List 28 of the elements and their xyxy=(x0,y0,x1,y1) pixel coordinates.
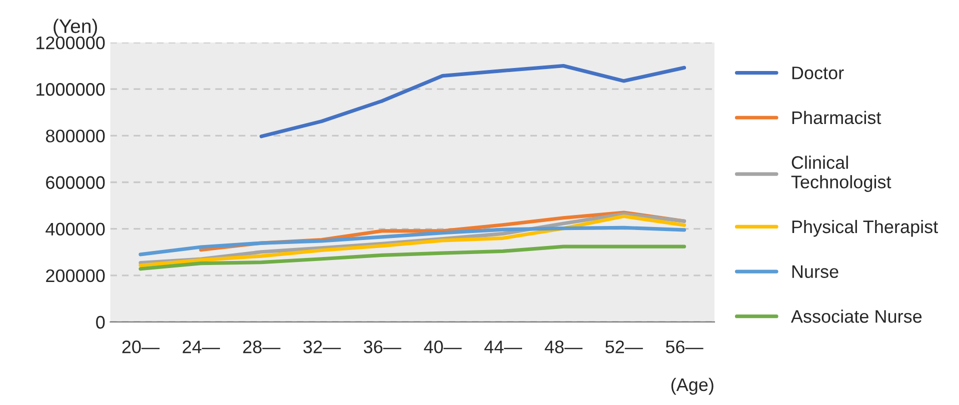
x-tick-label: 52— xyxy=(605,340,643,354)
line-series xyxy=(138,244,686,271)
y-axis-title: (Yen) xyxy=(54,18,97,37)
x-tick-label: 56— xyxy=(666,340,704,354)
x-tick-label: 32— xyxy=(303,340,341,354)
x-tick-label: 40— xyxy=(424,340,462,354)
x-tick-label: 28— xyxy=(243,340,280,354)
legend-label: Clinical Technologist xyxy=(791,156,892,192)
line-series xyxy=(138,226,686,256)
y-tick-label: 1000000 xyxy=(36,83,105,96)
y-tick-label: 600000 xyxy=(46,176,105,189)
line-series xyxy=(260,64,686,138)
legend-label: Associate Nurse xyxy=(790,310,922,323)
y-tick-label: 1200000 xyxy=(36,36,105,50)
legend-label: Pharmacist xyxy=(792,110,882,124)
x-tick-label: 24— xyxy=(182,340,220,354)
y-tick-label: 800000 xyxy=(46,130,105,142)
x-tick-label: 48— xyxy=(544,340,582,354)
legend-label: Doctor xyxy=(792,66,844,80)
legend-label: Physical Therapist xyxy=(792,220,938,237)
y-tick-label: 0 xyxy=(96,316,105,329)
y-tick-label: 200000 xyxy=(46,269,105,282)
legend-label: Nurse xyxy=(792,265,838,278)
x-tick-label: 44— xyxy=(484,340,522,354)
y-tick-label: 400000 xyxy=(46,222,105,236)
x-axis-title: (Age) xyxy=(671,378,714,395)
x-tick-label: 36— xyxy=(364,340,402,354)
x-tick-label: 20— xyxy=(122,340,160,354)
